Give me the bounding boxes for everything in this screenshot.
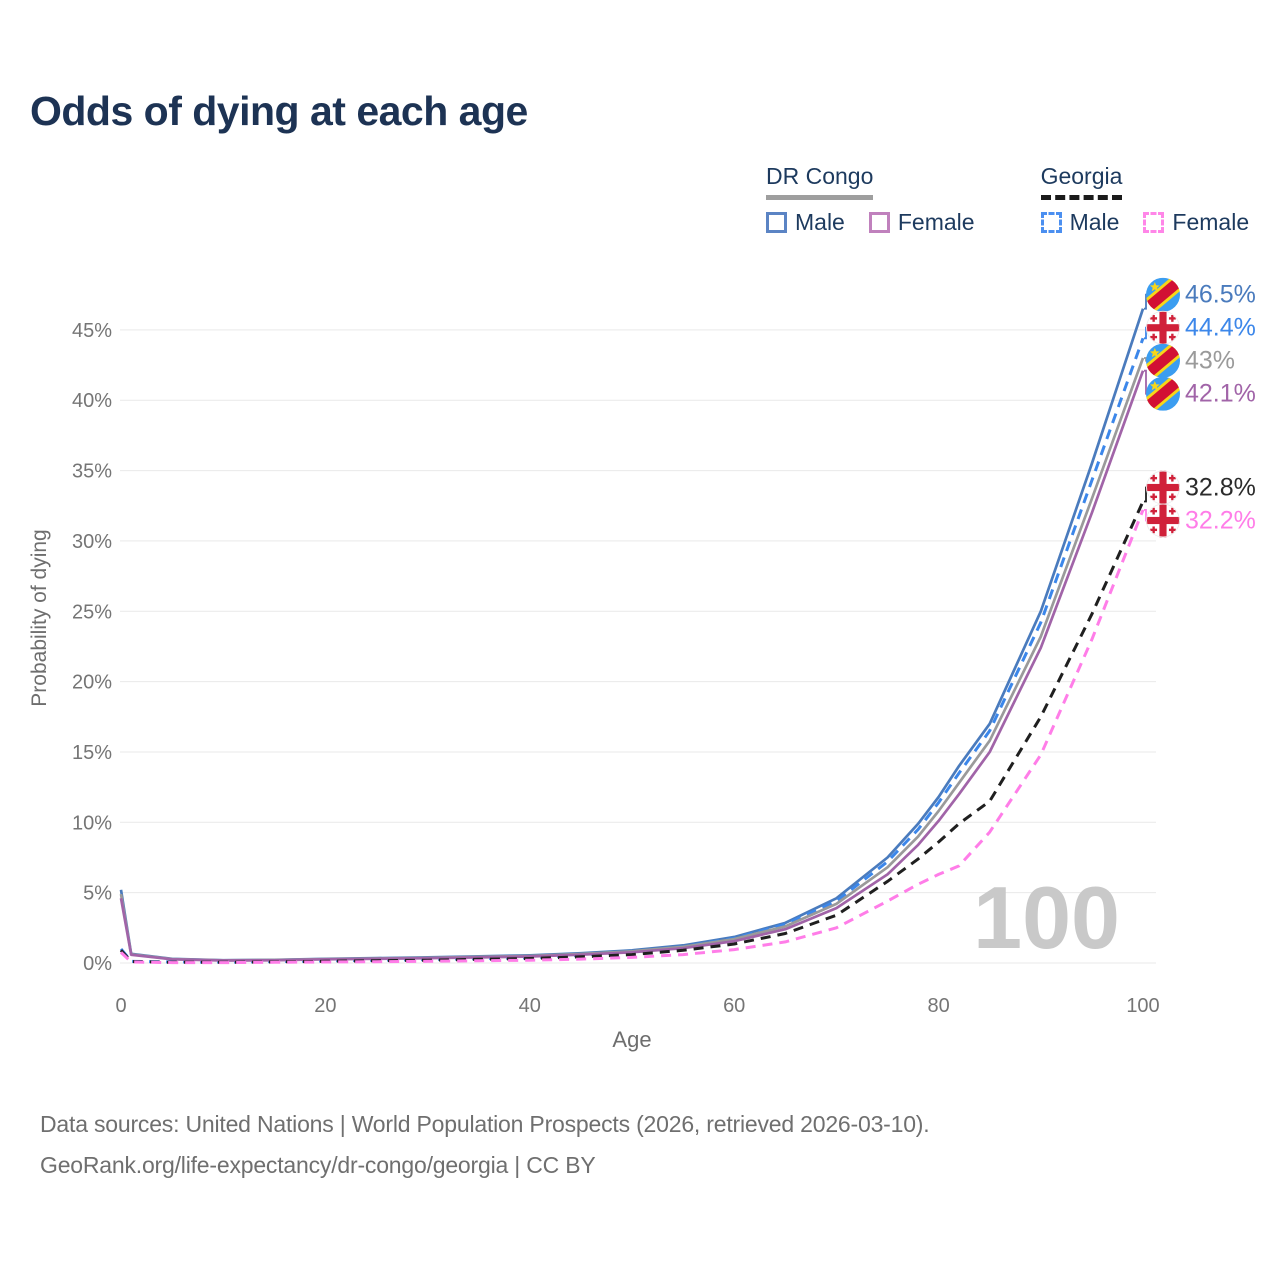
legend-item-georgia-male[interactable]: Male [1040, 209, 1120, 236]
series-line-georgia-both-sexes[interactable] [119, 500, 1145, 964]
georgia-female-swatch-icon [1143, 212, 1165, 233]
y-tick-label: 0% [83, 953, 112, 975]
end-value-label: 32.2% [1185, 507, 1256, 535]
georgia-flag-icon [1146, 503, 1180, 538]
age-counter-watermark: 100 [973, 868, 1120, 967]
end-value-label: 46.5% [1185, 281, 1256, 309]
y-tick-label: 5% [83, 883, 112, 905]
legend-item-drc-female[interactable]: Female [868, 209, 975, 236]
y-tick-label: 20% [72, 672, 112, 694]
series-line-georgia-female[interactable] [119, 509, 1145, 965]
x-tick-label: 20 [314, 995, 336, 1017]
x-tick-label: 40 [519, 995, 541, 1017]
legend-item-georgia-female[interactable]: Female [1143, 209, 1249, 236]
x-axis-title: Age [612, 1027, 651, 1052]
y-tick-label: 35% [72, 461, 112, 483]
georgia-male-swatch-icon [1040, 212, 1062, 233]
legend: DR Congo Male Female Georgia Male Female [766, 163, 1249, 236]
legend-item-label: Male [1069, 209, 1120, 235]
y-tick-label: 15% [72, 742, 112, 764]
series-line-dr-congo-female[interactable] [119, 370, 1145, 962]
end-value-label: 44.4% [1185, 314, 1256, 342]
source-line-2: GeoRank.org/life-expectancy/dr-congo/geo… [40, 1152, 596, 1178]
series-line-dr-congo-male[interactable] [119, 308, 1145, 962]
legend-group-dr-congo: DR Congo Male Female [766, 163, 975, 236]
y-tick-label: 40% [72, 390, 112, 412]
georgia-flag-icon [1146, 470, 1180, 505]
y-tick-label: 30% [72, 531, 112, 553]
end-value-label: 42.1% [1185, 380, 1256, 408]
legend-country-georgia: Georgia [1040, 163, 1123, 200]
georgia-flag-icon [1146, 310, 1180, 345]
source-line-1: Data sources: United Nations | World Pop… [40, 1111, 930, 1137]
legend-item-label: Male [795, 209, 845, 235]
drc-female-swatch-icon [868, 212, 890, 233]
legend-item-label: Female [1172, 209, 1250, 235]
x-tick-label: 60 [723, 995, 745, 1017]
y-tick-label: 10% [72, 812, 112, 834]
legend-country-dr-congo: DR Congo [766, 163, 874, 200]
x-tick-label: 0 [115, 995, 126, 1017]
drc-male-swatch-icon [766, 212, 787, 233]
source-note: Data sources: United Nations | World Pop… [40, 1104, 930, 1186]
x-tick-label: 100 [1126, 995, 1159, 1017]
end-value-label: 43% [1185, 347, 1235, 375]
y-tick-label: 45% [72, 320, 112, 342]
page-title: Odds of dying at each age [30, 88, 528, 134]
legend-item-label: Female [897, 209, 975, 235]
y-axis-title: Probability of dying [28, 529, 51, 706]
end-value-label: 32.8% [1185, 474, 1256, 502]
legend-item-drc-male[interactable]: Male [766, 209, 845, 236]
legend-group-georgia: Georgia Male Female [1040, 163, 1249, 236]
x-tick-label: 80 [927, 995, 949, 1017]
y-tick-label: 25% [72, 601, 112, 623]
